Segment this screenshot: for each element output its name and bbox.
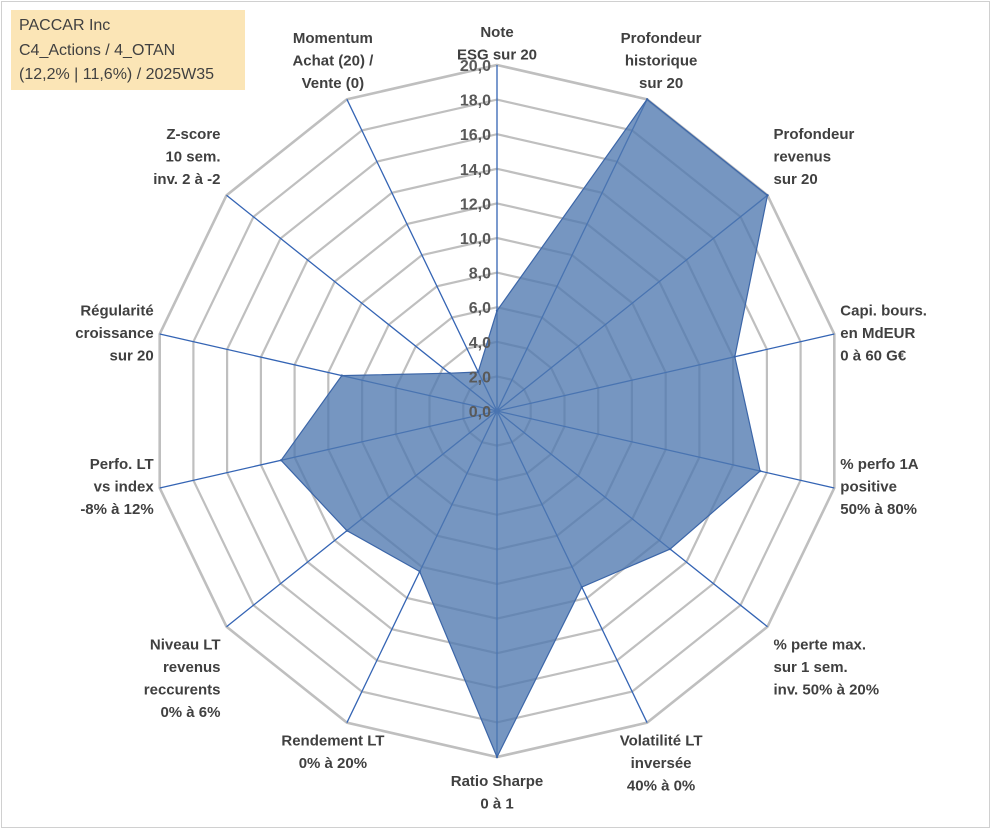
tick-label: 20,0 [460,58,491,75]
axis-label: Perfo. LT vs index -8% à 12% [80,456,154,518]
data-point [279,459,283,462]
tick-label: 0,0 [469,404,491,421]
radar-series [279,98,769,759]
axis-label: Niveau LT revenus reccurents 0% à 6% [144,637,221,722]
info-box: PACCAR Inc C4_Actions / 4_OTAN (12,2% | … [11,10,245,90]
data-point [345,529,349,532]
radar-axis-labels: Note ESG sur 20 Profondeur historique sur 20… [75,24,927,813]
data-point [477,370,480,374]
data-point [668,547,672,551]
axis-label: Rendement LT 0% à 20% [281,733,384,773]
tick-label: 14,0 [460,162,491,179]
radar-tick-labels: 0,0 2,0 4,0 6,0 8,0 10,0 12,0 14,0 16,0 18,0 20,0 [460,58,491,421]
axis-label: Z-score 10 sem. inv. 2 à -2 [153,126,220,188]
series-area [280,98,769,759]
axis-label: Profondeur revenus sur 20 [774,126,855,188]
data-point [580,585,583,589]
tick-label: 6,0 [469,300,491,317]
tick-label: 12,0 [460,196,491,213]
axis-label: Volatilité LT inversée 40% à 0% [620,733,703,795]
portfolio-label: C4_Actions / 4_OTAN [19,42,176,59]
axis-label: Régularité croissance sur 20 [75,302,153,364]
axis-label: Capi. bours. en MdEUR 0 à 60 G€ [840,302,927,364]
data-point [645,98,649,101]
data-point [758,469,762,473]
axis-label: Note ESG sur 20 [457,24,537,64]
data-point [733,355,736,358]
tick-label: 2,0 [469,369,491,386]
axis-label: Ratio Sharpe 0 à 1 [451,773,544,813]
axis-label: % perte max. sur 1 sem. inv. 50% à 20% [774,637,880,699]
performance-week-label: (12,2% | 11,6%) / 2025W35 [19,66,215,83]
tick-label: 18,0 [460,93,491,110]
axis-label: Momentum Achat (20) / Vente (0) [292,30,374,92]
data-point [340,374,343,377]
data-point [448,372,451,375]
data-point [495,755,499,759]
axis-label: % perfo 1A positive 50% à 80% [840,456,919,518]
company-name: PACCAR Inc [19,17,111,34]
tick-label: 16,0 [460,127,491,144]
axis-label: Profondeur historique sur 20 [621,30,702,92]
tick-label: 10,0 [460,231,491,248]
axis-spoke [346,99,498,412]
data-point [495,309,499,312]
tick-label: 8,0 [469,266,491,283]
data-point [418,570,421,573]
tick-label: 4,0 [469,335,491,352]
data-point [766,194,769,197]
